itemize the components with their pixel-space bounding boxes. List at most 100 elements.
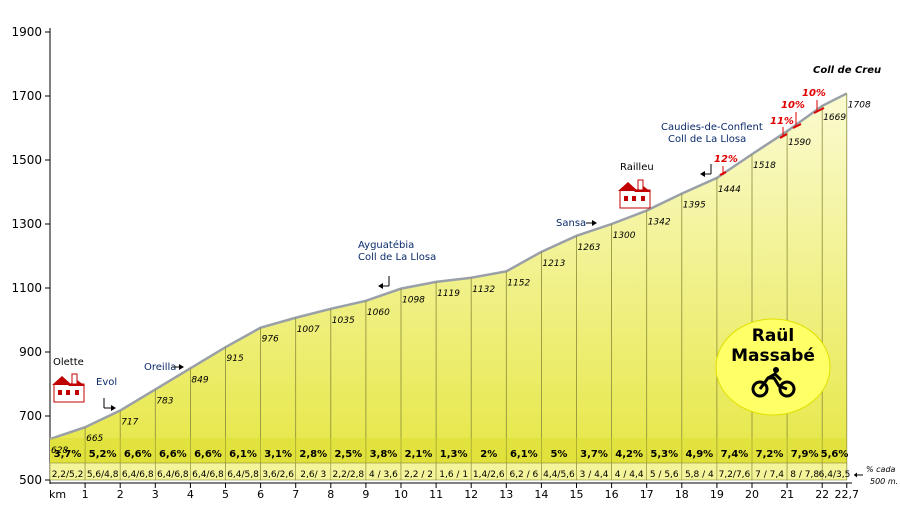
side-note-arrow <box>854 472 863 478</box>
y-tick-label: 900 <box>19 345 42 359</box>
gradient-label: 1,3% <box>440 449 468 460</box>
y-tick-label: 1500 <box>11 153 42 167</box>
elevation-label: 1152 <box>507 278 530 288</box>
elevation-label: 849 <box>191 375 208 385</box>
elevation-label-group: 628 665 717 783 849 915 976 1007 1035 1060 1098 111… <box>51 100 871 456</box>
elevation-label: 1007 <box>297 325 320 335</box>
gradient-label: 3,8% <box>370 449 398 460</box>
place-evol-label: Evol <box>96 377 117 388</box>
elevation-label: 1518 <box>753 161 776 171</box>
x-tick-label: 18 <box>675 488 689 501</box>
elevation-label: 1119 <box>437 289 460 299</box>
elevation-label: 1132 <box>472 285 495 295</box>
x-tick-label: 16 <box>605 488 619 501</box>
village-icon <box>618 179 651 209</box>
elevation-label: 1708 <box>848 100 871 110</box>
gradient-label: 3,7% <box>580 449 608 460</box>
x-tick-label: 7 <box>292 488 299 501</box>
place-railleu: Railleu <box>618 162 654 209</box>
sub-gradient-label: 1,6 / 1 <box>439 470 468 480</box>
ramp-10-percent-b: 10% <box>802 88 826 114</box>
y-tick-label: 500 <box>19 473 42 487</box>
place-oreilla-label: Oreilla <box>144 362 176 373</box>
gradient-label: 4,9% <box>685 449 713 460</box>
profile-fill <box>50 93 847 480</box>
ramp-10b-label: 10% <box>802 88 826 99</box>
y-tick-label: 1700 <box>11 89 42 103</box>
x-axis-label: km <box>49 488 66 501</box>
sub-gradient-label: 8 / 7,8 <box>790 470 819 480</box>
gradient-label: 6,1% <box>229 449 257 460</box>
elevation-label: 1060 <box>367 308 390 318</box>
x-tick-label: 12 <box>464 488 478 501</box>
sub-gradient-label: 5,6/4,8 <box>87 470 119 480</box>
arrow-icon <box>700 164 712 177</box>
ramp-12-label: 12% <box>714 154 738 165</box>
arrow-icon <box>172 364 184 370</box>
gradient-label: 6,6% <box>194 449 222 460</box>
sub-gradient-label: 2,2/5,2 <box>52 470 84 480</box>
x-tick-label: 20 <box>745 488 759 501</box>
gradient-band-group: 3,7% 2,2/5,2 5,2% 5,6/4,8 6,6% 6,4/6,8 6,6% 6,4… <box>49 438 850 481</box>
x-tick-label: 22 <box>815 488 829 501</box>
elevation-label: 717 <box>121 418 138 428</box>
gradient-label: 2% <box>480 449 497 460</box>
x-tick-label: 15 <box>570 488 584 501</box>
arrow-icon <box>586 220 597 226</box>
x-tick-label: 19 <box>710 488 724 501</box>
elevation-label: 1444 <box>718 185 741 195</box>
sub-gradient-label: 5,8 / 4 <box>685 470 714 480</box>
cyclist-icon <box>751 367 796 398</box>
elevation-label: 1669 <box>823 113 846 123</box>
elevation-label: 1342 <box>648 218 671 228</box>
gradient-label: 3,1% <box>264 449 292 460</box>
gradient-label: 6,6% <box>124 449 152 460</box>
sub-gradient-label: 6,4/5,8 <box>227 470 259 480</box>
place-ayguatebia: Ayguatébia Coll de La Llosa <box>358 239 436 289</box>
gradient-label: 7,9% <box>791 449 819 460</box>
gradient-label: 4,2% <box>615 449 643 460</box>
ramp-11-label: 11% <box>770 116 794 127</box>
sub-gradient-label: 4 / 3,6 <box>369 470 398 480</box>
sub-gradient-label: 4 / 4,4 <box>615 470 644 480</box>
elevation-label: 1035 <box>332 316 355 326</box>
y-tick-label: 700 <box>19 409 42 423</box>
sub-gradient-label: 4,4/5,6 <box>543 470 575 480</box>
y-tick-group: 500 700 900 1100 1300 1500 1700 1900 <box>11 25 50 487</box>
sub-gradient-label: 2,2/2,8 <box>333 470 365 480</box>
gradient-label: 2,8% <box>299 449 327 460</box>
village-icon <box>52 373 85 403</box>
gradient-label: 7,4% <box>721 449 749 460</box>
arrow-icon <box>103 398 116 411</box>
gradient-label: 7,2% <box>756 449 784 460</box>
elevation-label: 1590 <box>788 138 811 148</box>
place-railleu-label: Railleu <box>620 162 654 173</box>
elevation-label: 628 <box>51 446 68 456</box>
y-tick-label: 1300 <box>11 217 42 231</box>
place-olette-label: Olette <box>53 357 84 368</box>
elevation-label: 1098 <box>402 296 425 306</box>
ramp-10a-label: 10% <box>781 100 805 111</box>
sub-gradient-label: 7,2/7,6 <box>719 470 751 480</box>
elevation-label: 1300 <box>613 231 636 241</box>
elevation-label: 665 <box>86 434 103 444</box>
x-tick-label: 21 <box>780 488 794 501</box>
gradient-label: 2,5% <box>334 449 362 460</box>
sub-gradient-label: 6,4/6,8 <box>192 470 224 480</box>
x-tick-label: 17 <box>640 488 654 501</box>
gradient-label: 5,6% <box>821 449 849 460</box>
place-ayguatebia-col-label: Coll de La Llosa <box>358 252 436 263</box>
y-tick-label: 1900 <box>11 25 42 39</box>
x-tick-label: 5 <box>222 488 229 501</box>
elevation-label: 1213 <box>542 259 565 269</box>
x-tick-label: 10 <box>394 488 408 501</box>
sub-gradient-label: 2,6/ 3 <box>300 470 326 480</box>
ramp-12-percent: 12% <box>714 154 738 176</box>
author-last-name: Massabé <box>731 346 815 366</box>
sub-gradient-label: 6,2 / 6 <box>509 470 538 480</box>
place-caudies-col-label: Coll de La Llosa <box>668 134 746 145</box>
arrow-icon <box>378 276 390 289</box>
gradient-label: 6,6% <box>159 449 187 460</box>
gradient-label: 5,2% <box>89 449 117 460</box>
